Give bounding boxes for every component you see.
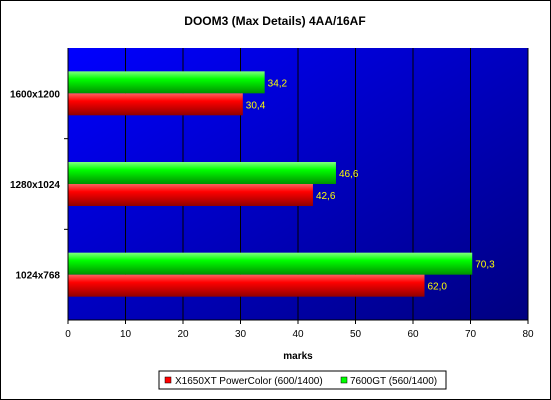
axes bbox=[64, 48, 529, 324]
x-tick-label: 0 bbox=[65, 329, 71, 340]
bar-x1650xt bbox=[68, 93, 243, 116]
data-label: 30,4 bbox=[246, 100, 266, 111]
x-tick-label: 40 bbox=[292, 329, 304, 340]
x-tick-label: 20 bbox=[177, 329, 189, 340]
data-label: 34,2 bbox=[268, 78, 288, 89]
category-label: 1024x768 bbox=[16, 271, 61, 282]
category-labels: 1600x1200 1280x1024 1024x768 bbox=[10, 89, 60, 281]
x-tick-label: 30 bbox=[235, 329, 247, 340]
bar-7600gt bbox=[68, 162, 336, 184]
x-axis-label: marks bbox=[283, 351, 313, 362]
data-label: 70,3 bbox=[475, 260, 495, 271]
data-label: 42,6 bbox=[316, 191, 336, 202]
legend-swatch-x1650xt bbox=[164, 376, 172, 384]
data-label: 46,6 bbox=[339, 169, 359, 180]
x-tick-label: 60 bbox=[407, 329, 419, 340]
x-tick-label: 50 bbox=[350, 329, 362, 340]
legend-box bbox=[158, 370, 447, 390]
x-tick-label: 10 bbox=[120, 329, 132, 340]
value-labels: 34,230,4 46,642,6 70,3 62,0 bbox=[246, 78, 495, 292]
legend: X1650XT PowerColor (600/1400) 7600GT (56… bbox=[158, 370, 447, 390]
bar-x1650xt bbox=[68, 184, 313, 206]
category-label: 1280x1024 bbox=[10, 180, 60, 191]
legend-label-x1650xt: X1650XT PowerColor (600/1400) bbox=[175, 376, 323, 387]
chart-title: DOOM3 (Max Details) 4AA/16AF bbox=[184, 14, 365, 28]
data-label: 62,0 bbox=[428, 282, 448, 293]
x-tick-label: 80 bbox=[522, 329, 534, 340]
legend-swatch-7600gt bbox=[340, 376, 348, 384]
category-label: 1600x1200 bbox=[10, 89, 60, 100]
bar-x1650xt bbox=[68, 274, 425, 297]
tick-labels: 0 10 20 30 40 50 60 70 80 bbox=[65, 329, 534, 340]
x-tick-label: 70 bbox=[465, 329, 477, 340]
bar-7600gt bbox=[68, 252, 473, 275]
bars bbox=[68, 71, 473, 297]
legend-label-7600gt: 7600GT (560/1400) bbox=[350, 376, 437, 387]
bar-7600gt bbox=[68, 71, 265, 94]
